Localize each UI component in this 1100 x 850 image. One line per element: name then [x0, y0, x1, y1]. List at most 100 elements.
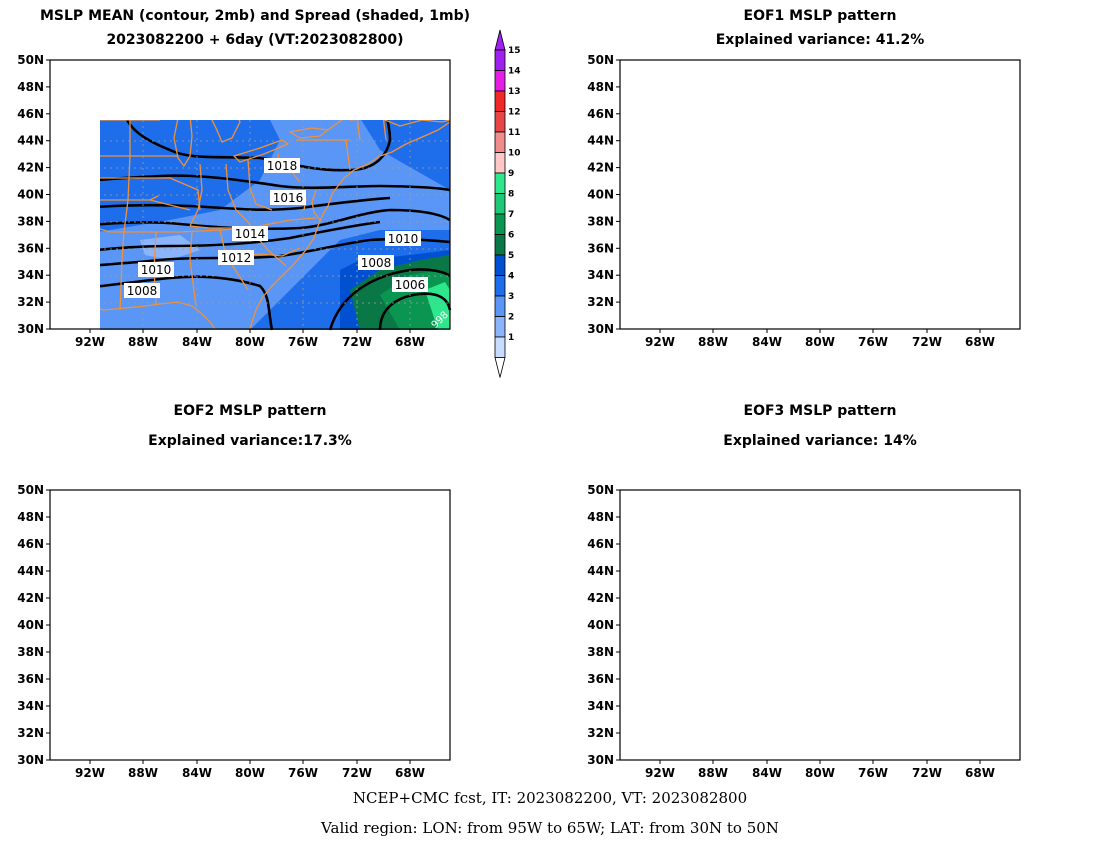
lon-tick-label: 68W [965, 335, 995, 349]
lat-tick-label: 42N [587, 161, 614, 175]
lon-tick-label: 88W [128, 335, 158, 349]
eof1-label-m1: -1 [714, 207, 726, 221]
mean-title-line2: 2023082200 + 6day (VT:2023082800) [106, 32, 404, 48]
mean-label-1016: 1016 [273, 191, 304, 205]
colorbar-label: 10 [508, 149, 521, 159]
mean-label-1006: 1006 [395, 278, 426, 292]
lat-tick-label: 44N [17, 564, 44, 578]
eof3-label-0: 0 [896, 621, 904, 635]
lon-tick-label: 76W [858, 335, 888, 349]
lon-tick-label: 80W [805, 766, 835, 780]
lat-tick-label: 40N [587, 618, 614, 632]
lon-tick-label: 68W [395, 766, 425, 780]
lon-tick-label: 80W [235, 766, 265, 780]
eof1-title-line2: Explained variance: 41.2% [715, 32, 925, 48]
eof3-label-m2: -2 [930, 689, 942, 703]
lat-tick-label: 34N [587, 268, 614, 282]
eof2-label-1: 1 [339, 747, 347, 761]
lon-tick-label: 88W [698, 335, 728, 349]
lon-tick-label: 92W [75, 766, 105, 780]
lon-tick-label: 72W [342, 766, 372, 780]
mean-label-1008b: 1008 [127, 284, 158, 298]
eof1-label-m6: -6 [1009, 305, 1021, 319]
eof2-panel-title: EOF2 MSLP pattern Explained variance:17.… [50, 403, 450, 449]
lat-tick-label: 50N [587, 483, 614, 497]
eof3-title-line1: EOF3 MSLP pattern [743, 403, 897, 419]
lat-tick-label: 38N [587, 214, 614, 228]
lon-tick-label: 68W [395, 335, 425, 349]
eof2-label-2: 2 [353, 729, 361, 743]
eof2-map-panel: -1 0 1 2 3 4 1 [49, 489, 451, 761]
eof1-label-m3: -3 [914, 193, 926, 207]
colorbar-label: 6 [508, 231, 514, 241]
colorbar-swatch [494, 172, 506, 194]
lat-tick-label: 32N [17, 295, 44, 309]
eof1-map-panel: -1 -2 -3 -4 -3 -4 -5 -6 [619, 59, 1021, 330]
eof3-title-line2: Explained variance: 14% [723, 433, 917, 449]
eof3-label-m1: -1 [698, 521, 710, 535]
mean-label-1018a: 1018 [161, 74, 192, 88]
lat-tick-label: 36N [587, 672, 614, 686]
lat-tick-label: 50N [587, 53, 614, 67]
lon-tick-label: 72W [342, 335, 372, 349]
eof2-label-4: 4 [426, 683, 434, 697]
lat-tick-label: 34N [17, 268, 44, 282]
lat-tick-label: 42N [17, 591, 44, 605]
eof3-panel-title: EOF3 MSLP pattern Explained variance: 14… [620, 403, 1020, 449]
lat-tick-label: 34N [587, 699, 614, 713]
eof3-map-panel: -1 0 -1 -2 -3 1 2 3 1 [619, 489, 1021, 761]
lon-tick-label: 80W [805, 335, 835, 349]
lat-tick-label: 44N [587, 134, 614, 148]
eof3-label-1b: 1 [1004, 675, 1012, 689]
mean-label-1010b: 1010 [141, 263, 172, 277]
colorbar-label: 15 [508, 46, 521, 56]
eof2-title-line2: Explained variance:17.3% [148, 433, 352, 449]
colorbar-swatch [494, 275, 506, 297]
colorbar-label: 11 [508, 128, 521, 138]
lat-tick-label: 50N [17, 483, 44, 497]
colorbar-swatch [494, 295, 506, 317]
mean-label-1010a: 1010 [388, 232, 419, 246]
lon-tick-label: 80W [235, 335, 265, 349]
lon-tick-label: 68W [965, 766, 995, 780]
colorbar-label: 2 [508, 313, 514, 323]
eof3-label-3: 3 [1012, 515, 1020, 529]
colorbar-swatch [494, 131, 506, 153]
eof3-label-2: 2 [996, 555, 1004, 569]
colorbar-swatch [494, 111, 506, 133]
lat-tick-label: 38N [17, 645, 44, 659]
eof2-label-m1: -1 [86, 673, 98, 687]
eof1-title-line1: EOF1 MSLP pattern [743, 8, 897, 24]
lat-tick-label: 34N [17, 699, 44, 713]
lon-tick-label: 76W [288, 766, 318, 780]
lon-tick-label: 84W [752, 335, 782, 349]
colorbar-swatch [494, 90, 506, 112]
lat-tick-label: 38N [587, 645, 614, 659]
mean-label-1018b: 1018 [267, 159, 298, 173]
lat-tick-label: 40N [587, 188, 614, 202]
lat-tick-label: 30N [587, 753, 614, 767]
colorbar-label: 5 [508, 251, 514, 261]
lat-tick-label: 38N [17, 214, 44, 228]
colorbar-label: 3 [508, 292, 514, 302]
mean-label-101: 101 [91, 56, 114, 70]
lon-tick-label: 72W [912, 766, 942, 780]
eof2-label-0: 0 [206, 737, 214, 751]
mean-label-1012: 1012 [221, 251, 252, 265]
lon-tick-label: 76W [288, 335, 318, 349]
lat-tick-label: 40N [17, 188, 44, 202]
lat-tick-label: 48N [17, 80, 44, 94]
lat-tick-label: 48N [587, 80, 614, 94]
eof1-panel-title: EOF1 MSLP pattern Explained variance: 41… [620, 8, 1020, 48]
lat-tick-label: 48N [587, 510, 614, 524]
lat-tick-label: 30N [17, 322, 44, 336]
lat-tick-label: 30N [587, 322, 614, 336]
colorbar-swatch [494, 70, 506, 92]
eof1-label-m4: -4 [996, 133, 1008, 147]
mean-title-line1: MSLP MEAN (contour, 2mb) and Spread (sha… [40, 8, 470, 24]
lat-tick-label: 32N [587, 726, 614, 740]
colorbar-label: 8 [508, 190, 514, 200]
lat-tick-label: 36N [587, 241, 614, 255]
lon-tick-label: 88W [698, 766, 728, 780]
eof1-label-m2: -2 [821, 240, 833, 254]
